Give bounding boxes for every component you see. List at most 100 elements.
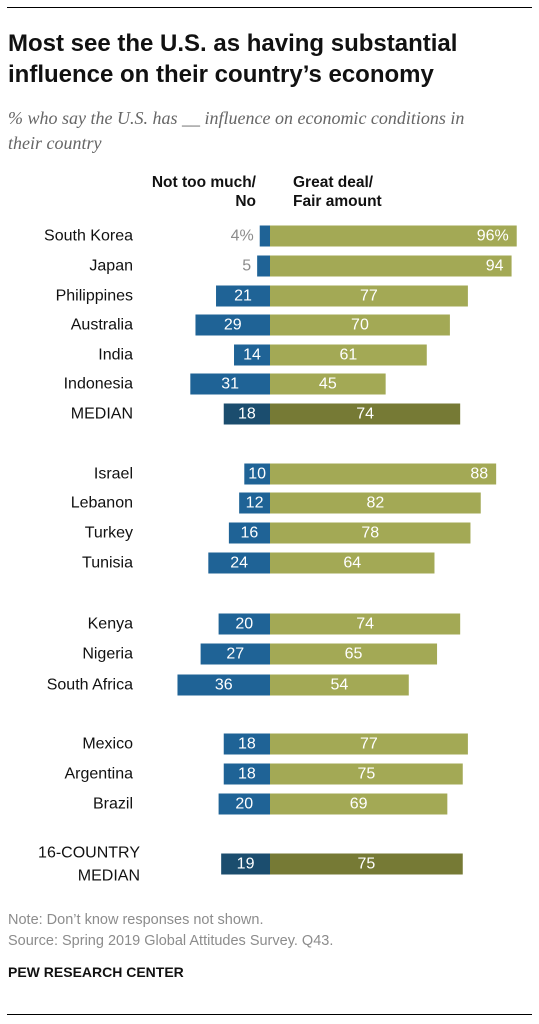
value-negative-mexico: 18 <box>238 736 256 753</box>
bar-negative-south-africa <box>177 674 270 696</box>
bar-negative-argentina <box>223 763 270 785</box>
category-label-tunisia: Tunisia <box>82 555 133 572</box>
chart-title: Most see the U.S. as having substantial … <box>8 30 458 88</box>
header-no: No <box>235 193 256 210</box>
bar-negative-israel <box>244 463 270 485</box>
bar-negative-lebanon <box>239 492 270 514</box>
value-negative-tunisia: 24 <box>230 555 248 572</box>
top-rule <box>7 7 532 8</box>
category-label-australia: Australia <box>71 317 133 334</box>
value-negative-south-africa: 36 <box>215 677 233 694</box>
category-label-south-korea: South Korea <box>44 228 133 245</box>
bar-negative-brazil <box>218 793 270 815</box>
bar-positive-16-country-median <box>270 853 463 875</box>
value-positive-median: 74 <box>356 406 374 423</box>
bar-negative-16-country-median <box>221 853 270 875</box>
bar-negative-turkey <box>228 522 270 544</box>
bar-negative-mexico <box>223 733 270 755</box>
value-positive-turkey: 78 <box>361 525 379 542</box>
value-positive-japan: 94 <box>486 258 504 275</box>
value-negative-australia: 29 <box>224 317 242 334</box>
value-negative-south-korea: 4% <box>231 228 254 245</box>
category-label-philippines: Philippines <box>56 288 133 305</box>
category-label-india: India <box>98 347 133 364</box>
value-positive-south-korea: 96% <box>477 228 509 245</box>
value-positive-16-country-median: 75 <box>357 856 375 873</box>
bar-negative-kenya <box>218 613 270 635</box>
bottom-rule <box>7 1014 532 1015</box>
value-negative-nigeria: 27 <box>226 646 244 663</box>
value-positive-kenya: 74 <box>356 616 374 633</box>
value-positive-argentina: 75 <box>357 766 375 783</box>
bar-positive-tunisia <box>270 552 435 574</box>
bar-negative-india <box>234 344 270 366</box>
value-positive-nigeria: 65 <box>345 646 363 663</box>
value-positive-lebanon: 82 <box>366 495 384 512</box>
category-label-indonesia: Indonesia <box>64 376 133 393</box>
value-negative-indonesia: 31 <box>221 376 239 393</box>
bar-positive-south-korea <box>270 225 517 247</box>
bar-positive-south-africa <box>270 674 409 696</box>
value-negative-turkey: 16 <box>241 525 259 542</box>
bar-negative-indonesia <box>190 373 270 395</box>
bar-positive-argentina <box>270 763 463 785</box>
bar-positive-nigeria <box>270 643 438 665</box>
bar-negative-tunisia <box>208 552 270 574</box>
bar-positive-lebanon <box>270 492 481 514</box>
value-positive-brazil: 69 <box>350 796 368 813</box>
bar-positive-australia <box>270 314 450 336</box>
value-negative-median: 18 <box>238 406 256 423</box>
value-negative-kenya: 20 <box>235 616 253 633</box>
bar-negative-australia <box>195 314 270 336</box>
bar-positive-india <box>270 344 427 366</box>
value-negative-argentina: 18 <box>238 766 256 783</box>
category-label-brazil: Brazil <box>93 796 133 813</box>
source-text: Source: Spring 2019 Global Attitudes Sur… <box>8 933 334 949</box>
category-label-israel: Israel <box>94 466 133 483</box>
category-label-median: MEDIAN <box>71 406 133 423</box>
header-great-deal: Great deal/ <box>293 174 374 191</box>
bar-negative-philippines <box>216 285 270 307</box>
bar-positive-mexico <box>270 733 468 755</box>
bar-positive-brazil <box>270 793 448 815</box>
chart-subtitle: % who say the U.S. has __ influence on e… <box>8 108 465 153</box>
value-positive-philippines: 77 <box>360 288 378 305</box>
value-negative-israel: 10 <box>248 466 266 483</box>
value-positive-south-africa: 54 <box>330 677 348 694</box>
category-label-lebanon: Lebanon <box>71 495 133 512</box>
category-label-16-country-median-line2: MEDIAN <box>78 868 140 885</box>
header-not-too-much: Not too much/ <box>152 174 257 191</box>
category-label-south-africa: South Africa <box>47 677 133 694</box>
bar-positive-philippines <box>270 285 468 307</box>
bar-negative-median <box>223 403 270 425</box>
value-negative-japan: 5 <box>242 258 251 275</box>
value-negative-brazil: 20 <box>235 796 253 813</box>
value-negative-india: 14 <box>243 347 261 364</box>
category-label-japan: Japan <box>89 258 133 275</box>
category-label-kenya: Kenya <box>88 616 133 633</box>
value-negative-16-country-median: 19 <box>237 856 255 873</box>
bar-positive-japan <box>270 255 512 277</box>
value-positive-indonesia: 45 <box>319 376 337 393</box>
category-label-nigeria: Nigeria <box>82 646 133 663</box>
header-fair-amount: Fair amount <box>293 193 382 210</box>
bar-negative-nigeria <box>200 643 270 665</box>
category-label-turkey: Turkey <box>85 525 133 542</box>
value-positive-israel: 88 <box>470 466 488 483</box>
bar-positive-kenya <box>270 613 461 635</box>
value-positive-tunisia: 64 <box>343 555 361 572</box>
category-label-mexico: Mexico <box>82 736 133 753</box>
note-text: Note: Don’t know responses not shown. <box>8 912 264 928</box>
value-positive-india: 61 <box>339 347 357 364</box>
bar-positive-turkey <box>270 522 471 544</box>
bar-positive-indonesia <box>270 373 386 395</box>
chart-notes: Note: Don’t know responses not shown. So… <box>8 910 333 952</box>
bar-positive-israel <box>270 463 497 485</box>
bar-negative-south-korea <box>259 225 270 247</box>
value-negative-philippines: 21 <box>234 288 252 305</box>
value-positive-australia: 70 <box>351 317 369 334</box>
value-positive-mexico: 77 <box>360 736 378 753</box>
value-negative-lebanon: 12 <box>246 495 264 512</box>
category-label-16-country-median-line1: 16-COUNTRY <box>38 845 140 862</box>
